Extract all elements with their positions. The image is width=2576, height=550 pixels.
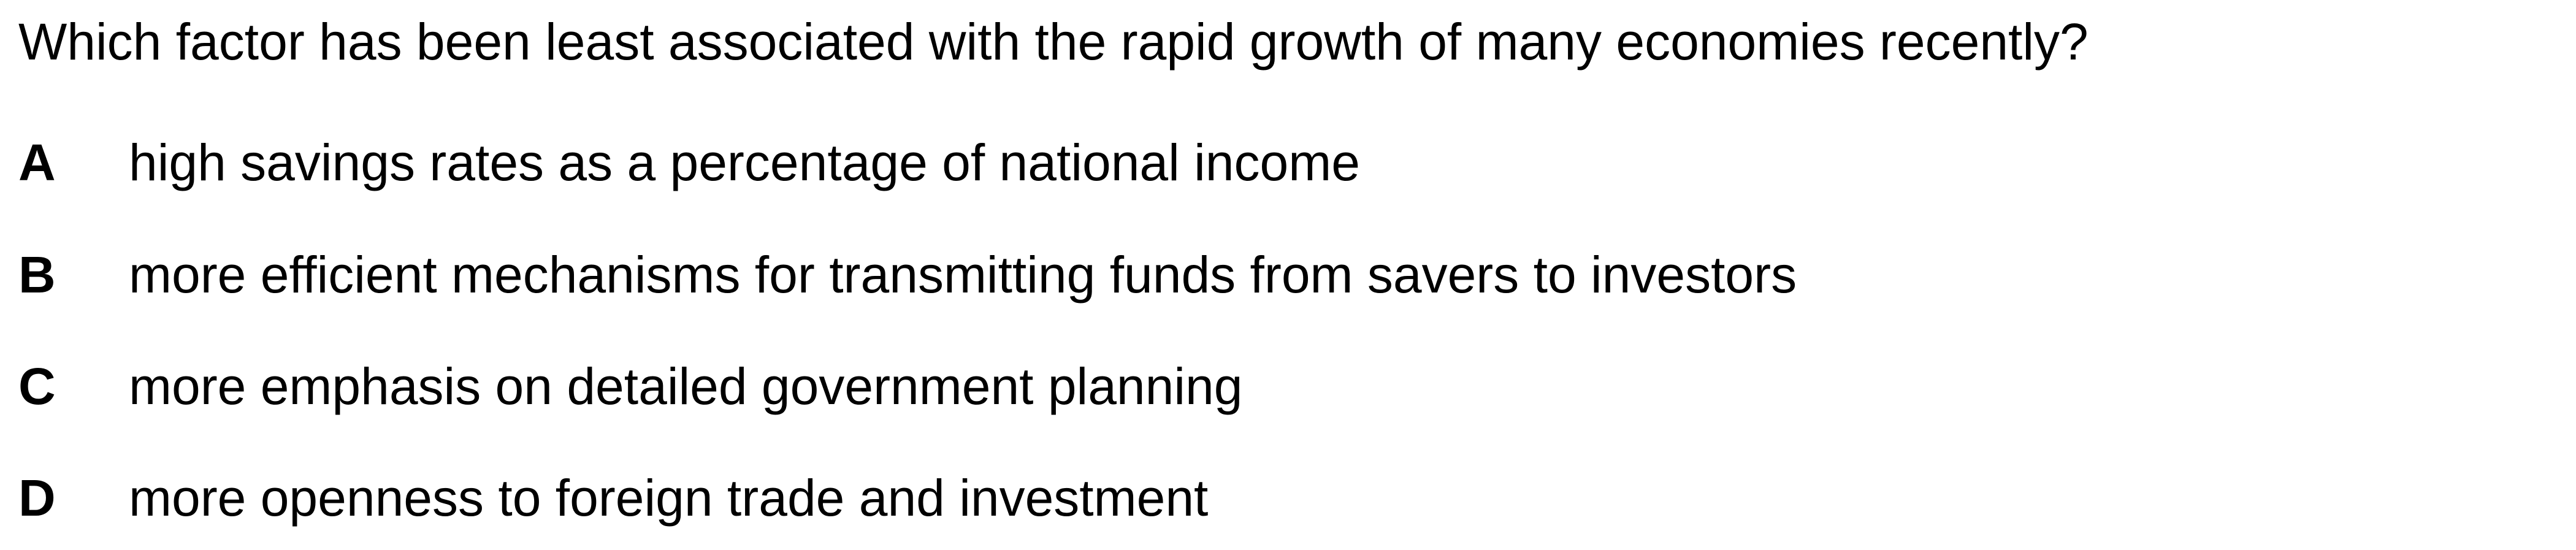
question-text: Which factor has been least associated w… — [18, 13, 2089, 71]
answer-option-c: C more emphasis on detailed government p… — [18, 356, 1242, 417]
answer-option-d: D more openness to foreign trade and inv… — [18, 467, 1208, 529]
option-letter: D — [18, 469, 56, 527]
option-text: more emphasis on detailed government pla… — [129, 357, 1243, 415]
answer-option-a: A high savings rates as a percentage of … — [18, 132, 1360, 193]
answer-option-b: B more efficient mechanisms for transmit… — [18, 244, 1797, 305]
option-letter: A — [18, 134, 56, 191]
option-text: high savings rates as a percentage of na… — [129, 134, 1360, 191]
option-text: more openness to foreign trade and inves… — [129, 469, 1209, 527]
option-text: more efficient mechanisms for transmitti… — [129, 246, 1797, 304]
option-letter: B — [18, 246, 56, 304]
option-letter: C — [18, 357, 56, 415]
